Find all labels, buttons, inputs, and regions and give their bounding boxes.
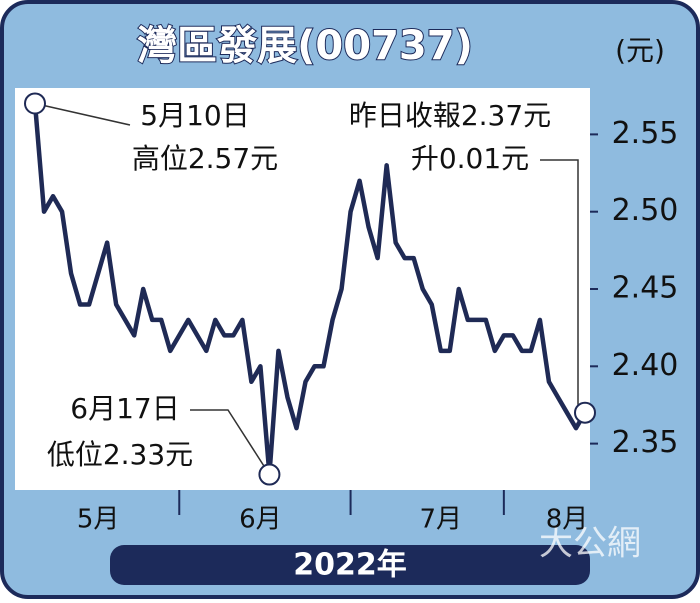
x-tick-label: 6月 xyxy=(239,505,282,535)
annotation: 高位2.57元 xyxy=(132,142,278,175)
y-tick-label: 2.45 xyxy=(612,271,679,306)
price-line xyxy=(32,103,587,477)
annotation: 昨日收報2.37元 xyxy=(349,99,551,132)
x-tick-label: 8月 xyxy=(546,505,589,535)
annotation: 低位2.33元 xyxy=(47,438,193,471)
leader-line xyxy=(190,409,271,475)
unit-label: (元) xyxy=(615,34,665,67)
x-tick-label: 7月 xyxy=(419,505,462,535)
leader-line xyxy=(540,159,579,405)
chart-title: 灣區發展(00737) xyxy=(137,23,473,69)
plot-area xyxy=(15,88,590,490)
marker xyxy=(258,463,281,486)
annotation: 5月10日 xyxy=(140,99,249,132)
marker xyxy=(574,401,596,424)
leader-line xyxy=(34,102,131,126)
x-tick-label: 5月 xyxy=(77,505,120,535)
year-band xyxy=(110,545,590,585)
annotation: 6月17日 xyxy=(70,392,179,425)
y-tick-label: 2.35 xyxy=(612,425,679,460)
watermark: 大公網 xyxy=(539,524,641,564)
year-label: 2022年 xyxy=(293,548,407,583)
y-tick-label: 2.55 xyxy=(612,116,679,151)
y-tick-label: 2.40 xyxy=(612,348,679,383)
annotation: 升0.01元 xyxy=(411,142,529,175)
y-tick-label: 2.50 xyxy=(612,193,679,228)
marker xyxy=(24,92,46,115)
